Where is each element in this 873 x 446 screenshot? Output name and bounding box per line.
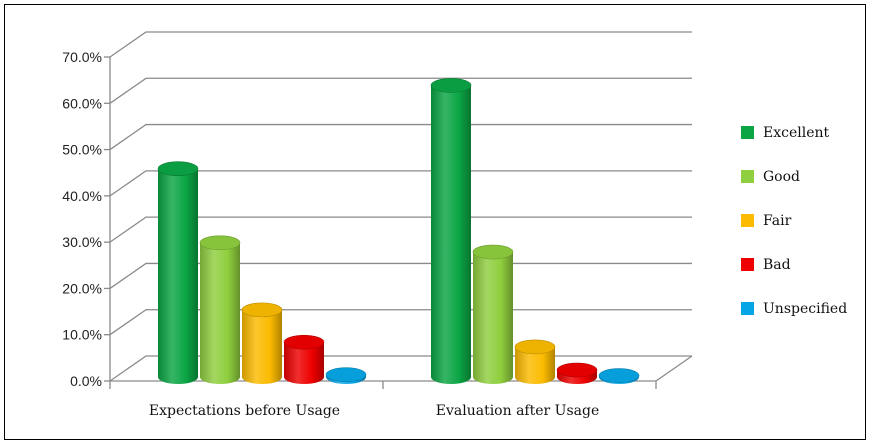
y-axis-ticks: 0.0% 10.0% 20.0% 30.0% 40.0% 50.0% 60.0% 70.0% <box>62 49 102 389</box>
y-tick-label: 10.0% <box>62 327 102 343</box>
y-tick-label: 40.0% <box>62 188 102 204</box>
y-tick-label: 30.0% <box>62 234 102 250</box>
legend-swatch <box>741 302 754 315</box>
bar-excellent-1 <box>157 161 199 384</box>
chart-legend: Excellent Good Fair Bad Unspecified <box>741 125 847 317</box>
y-tick-label: 0.0% <box>70 373 102 389</box>
bar-bad-2 <box>556 362 598 384</box>
y-tick-label: 50.0% <box>62 142 102 158</box>
legend-item-bad: Bad <box>741 257 791 273</box>
legend-swatch <box>741 258 754 271</box>
legend-swatch <box>741 126 754 139</box>
y-tick-label: 20.0% <box>62 280 102 296</box>
bar-unspecified-1 <box>325 367 367 384</box>
bar-bad-1 <box>283 334 325 384</box>
x-axis-labels: Expectations before Usage Evaluation afte… <box>149 403 599 419</box>
legend-item-unspecified: Unspecified <box>741 301 847 317</box>
legend-label: Fair <box>763 213 792 229</box>
chart-bars <box>157 78 640 385</box>
gridline <box>109 31 692 58</box>
bar-excellent-2 <box>430 78 472 385</box>
legend-label: Excellent <box>763 125 829 141</box>
gridline <box>109 77 692 104</box>
legend-swatch <box>741 214 754 227</box>
gridline <box>109 216 692 243</box>
legend-item-fair: Fair <box>741 213 792 229</box>
bar-fair-1 <box>241 302 283 384</box>
bar-fair-2 <box>514 339 556 384</box>
legend-item-good: Good <box>741 169 800 185</box>
bar-good-2 <box>472 244 514 384</box>
legend-swatch <box>741 170 754 183</box>
legend-item-excellent: Excellent <box>741 125 829 141</box>
y-tick-label: 60.0% <box>62 95 102 111</box>
gridline <box>109 123 692 151</box>
y-tick-label: 70.0% <box>62 49 102 65</box>
legend-label: Bad <box>763 257 791 273</box>
bar-good-1 <box>199 235 241 384</box>
x-category-label: Expectations before Usage <box>149 403 340 419</box>
x-category-label: Evaluation after Usage <box>436 403 599 419</box>
legend-label: Good <box>763 169 800 185</box>
bar-unspecified-2 <box>598 368 640 384</box>
gridline <box>109 170 692 197</box>
legend-label: Unspecified <box>763 301 847 317</box>
